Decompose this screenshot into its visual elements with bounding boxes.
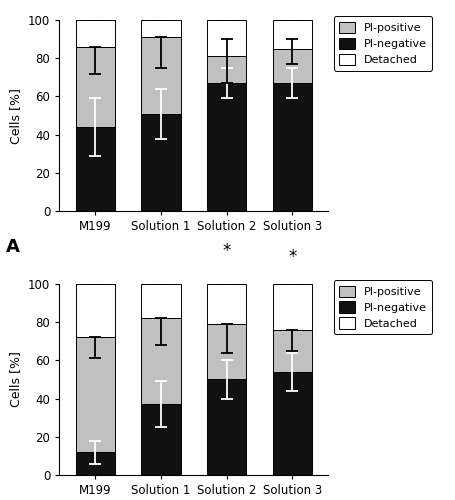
Bar (141, 114, 180, 211)
Bar (207, 56, 246, 83)
Bar (207, 284, 246, 324)
Bar (272, 330, 311, 372)
Bar (272, 372, 311, 475)
Bar (76, 20, 115, 47)
Text: *: * (288, 0, 296, 10)
Bar (76, 338, 115, 452)
Y-axis label: Cells [%]: Cells [%] (10, 88, 22, 144)
Bar (76, 452, 115, 475)
Text: *: * (288, 248, 296, 266)
Legend: PI-positive, PI-negative, Detached: PI-positive, PI-negative, Detached (333, 280, 431, 334)
Bar (207, 20, 246, 57)
Bar (207, 380, 246, 475)
Bar (207, 324, 246, 380)
Text: *: * (222, 0, 230, 6)
Legend: PI-positive, PI-negative, Detached: PI-positive, PI-negative, Detached (333, 16, 431, 70)
Bar (141, 318, 180, 404)
Bar (76, 47, 115, 127)
Bar (272, 83, 311, 211)
Bar (141, 404, 180, 475)
Bar (141, 284, 180, 318)
Bar (141, 20, 180, 37)
Bar (207, 83, 246, 211)
Y-axis label: Cells [%]: Cells [%] (10, 352, 22, 408)
Text: A: A (5, 238, 19, 256)
Bar (76, 284, 115, 338)
Bar (272, 48, 311, 83)
Bar (272, 20, 311, 48)
Bar (272, 284, 311, 330)
Text: *: * (222, 242, 230, 260)
Bar (141, 37, 180, 114)
Bar (76, 127, 115, 211)
